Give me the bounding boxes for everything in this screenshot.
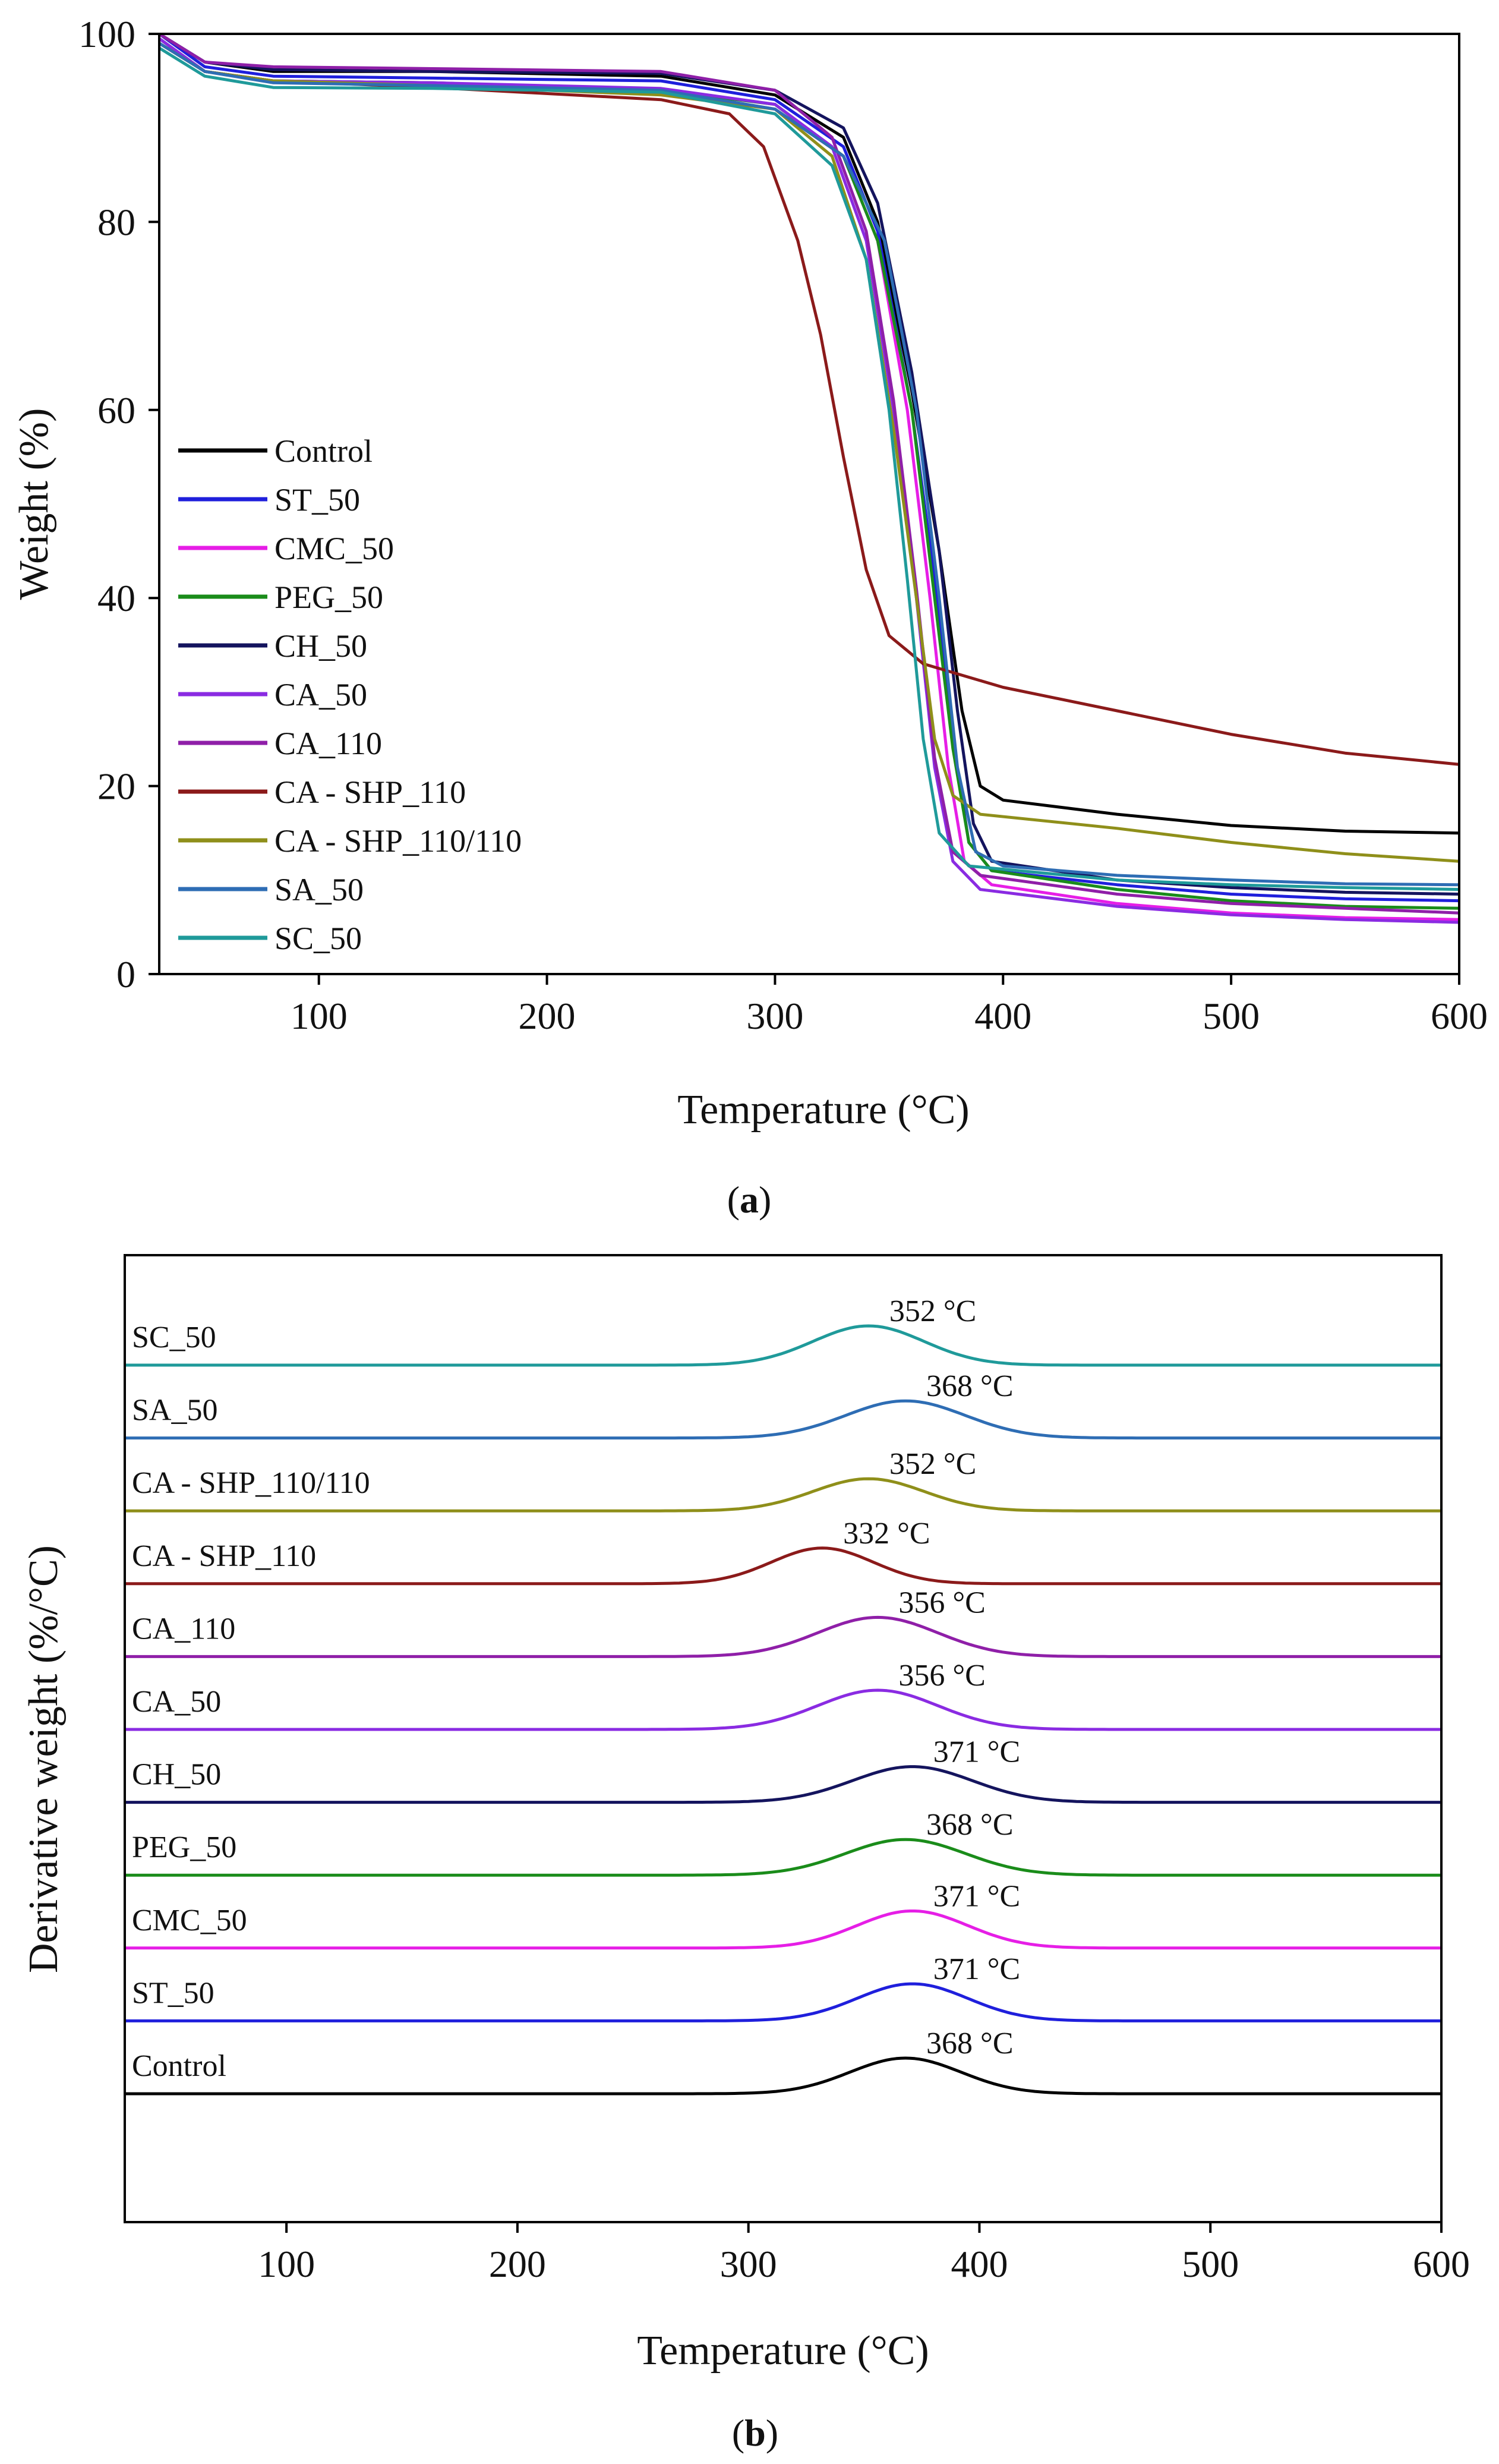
panel-b-series-line-sa-50 xyxy=(125,1399,1441,1440)
panel-b-peak-label-control: 368 °C xyxy=(926,2027,1013,2060)
panel-b-trace-label-st-50: ST_50 xyxy=(132,1976,214,2010)
legend-label-cmc-50: CMC_50 xyxy=(274,531,394,566)
legend-label-ca-shp-110: CA - SHP_110 xyxy=(274,774,466,810)
panel-a-x-tick-label: 400 xyxy=(974,995,1031,1037)
panel-a-caption-letter: a xyxy=(740,1179,759,1221)
panel-b-series-line-ca-110 xyxy=(125,1615,1441,1658)
panel-a-series-line-sc-50 xyxy=(158,46,1460,891)
panel-a-legend: Control ST_50 CMC_50 PEG_50 CH_50 CA_50 CA_110… xyxy=(178,433,522,956)
panel-b-series-line-sc-50 xyxy=(125,1324,1441,1367)
legend-label-sa-50: SA_50 xyxy=(274,872,364,908)
panel-b-peak-label-ca-shp-110-110: 352 °C xyxy=(889,1447,976,1481)
panel-a-y-tick-label: 100 xyxy=(78,13,135,55)
panel-b-trace-label-cmc-50: CMC_50 xyxy=(132,1904,247,1937)
panel-b-y-axis-title: Derivative weight (%/°C) xyxy=(21,1545,67,1973)
panel-a-y-axis-title: Weight (%) xyxy=(11,408,57,600)
panel-b-series-line-st-50 xyxy=(125,1982,1441,2022)
panel-b-trace-label-peg-50: PEG_50 xyxy=(132,1830,236,1864)
panel-b-x-tick-label: 100 xyxy=(258,2243,315,2285)
panel-b-series-line-ch-50 xyxy=(125,1765,1441,1804)
legend-label-peg-50: PEG_50 xyxy=(274,579,383,615)
panel-b-x-tick-label: 600 xyxy=(1413,2243,1470,2285)
panel-b-series-line-peg-50 xyxy=(125,1838,1441,1877)
panel-b-series-line-ca-shp-110 xyxy=(125,1546,1441,1586)
legend-label-ca-shp-110-110: CA - SHP_110/110 xyxy=(274,823,522,859)
panel-a-series-line-sa-50 xyxy=(158,42,1460,887)
panel-b-peak-label-peg-50: 368 °C xyxy=(926,1808,1013,1842)
panel-b-series-line-ca-50 xyxy=(125,1688,1441,1731)
panel-b-peak-label-ca-shp-110: 332 °C xyxy=(843,1517,930,1551)
panel-b-trace-label-ca-shp-110-110: CA - SHP_110/110 xyxy=(132,1466,370,1500)
panel-b-peak-label-cmc-50: 371 °C xyxy=(933,1879,1020,1913)
panel-a-x-axis-title: Temperature (°C) xyxy=(677,1087,969,1133)
panel-a-chart: 100 200 300 400 500 600 0 20 40 60 80 100 Control ST… xyxy=(11,13,1488,1221)
panel-b-x-tick-label: 400 xyxy=(951,2243,1008,2285)
panel-b-x-tick-label: 500 xyxy=(1182,2243,1239,2285)
panel-a-y-tick-label: 20 xyxy=(97,765,135,808)
panel-a-y-tick-label: 80 xyxy=(97,201,135,243)
panel-b-trace-label-control: Control xyxy=(132,2049,226,2083)
panel-a-x-tick-label: 200 xyxy=(519,995,576,1037)
panel-a-x-tick-label: 500 xyxy=(1203,995,1260,1037)
panel-a-ticks: 100 200 300 400 500 600 0 20 40 60 80 100 xyxy=(78,13,1488,1037)
panel-b-chart: SC_50 352 °C SA_50 368 °C CA - SHP_110/110 35… xyxy=(21,1254,1470,2454)
legend-label-st-50: ST_50 xyxy=(274,482,360,518)
panel-b-peak-label-ch-50: 371 °C xyxy=(933,1735,1020,1769)
panel-b-caption: (b) xyxy=(732,2412,778,2454)
panel-b-series-line-cmc-50 xyxy=(125,1910,1441,1950)
panel-a-series-line-ca-110 xyxy=(158,32,1460,915)
panel-b-series-line-ca-shp-110-110 xyxy=(125,1477,1441,1513)
panel-a-plot-frame xyxy=(158,33,1460,975)
panel-b-peak-label-ca-110: 356 °C xyxy=(898,1586,985,1619)
panel-b-trace-label-sa-50: SA_50 xyxy=(132,1394,217,1428)
legend-label-ca-50: CA_50 xyxy=(274,677,367,713)
panel-b-plot-frame xyxy=(124,1254,1443,2223)
panel-b-trace-label-ca-50: CA_50 xyxy=(132,1685,221,1719)
panel-b-trace-label-ch-50: CH_50 xyxy=(132,1758,221,1792)
panel-a-y-tick-label: 0 xyxy=(116,953,135,995)
legend-label-sc-50: SC_50 xyxy=(274,921,362,956)
panel-b-x-axis-title: Temperature (°C) xyxy=(637,2328,929,2374)
panel-a-x-tick-label: 600 xyxy=(1431,995,1488,1037)
panel-a-caption: (a) xyxy=(727,1179,772,1221)
panel-a-caption-close: ) xyxy=(759,1179,771,1221)
panel-b-trace-label-ca-110: CA_110 xyxy=(132,1612,235,1646)
panel-a-x-tick-label: 100 xyxy=(291,995,348,1037)
panel-b-peak-label-ca-50: 356 °C xyxy=(898,1659,985,1693)
panel-b-series-group: SC_50 352 °C SA_50 368 °C CA - SHP_110/110 35… xyxy=(125,1294,1441,2096)
panel-b-x-tick-label: 300 xyxy=(720,2243,777,2285)
panel-b-trace-label-ca-shp-110: CA - SHP_110 xyxy=(132,1539,316,1573)
panel-a-x-tick-label: 300 xyxy=(746,995,803,1037)
panel-b-ticks: 100 200 300 400 500 600 xyxy=(258,2222,1470,2285)
panel-b-caption-close: ) xyxy=(766,2412,778,2454)
panel-b-peak-label-sa-50: 368 °C xyxy=(926,1369,1013,1403)
panel-b-peak-label-st-50: 371 °C xyxy=(933,1952,1020,1986)
panel-b-series-line-control xyxy=(125,2056,1441,2096)
panel-b-caption-open: ( xyxy=(732,2412,744,2454)
panel-a-caption-open: ( xyxy=(727,1179,740,1221)
panel-b-caption-letter: b xyxy=(744,2412,766,2454)
panel-b-trace-label-sc-50: SC_50 xyxy=(132,1321,216,1354)
panel-a-y-tick-label: 40 xyxy=(97,577,135,619)
panel-b-x-tick-label: 200 xyxy=(489,2243,546,2285)
legend-label-ch-50: CH_50 xyxy=(274,628,367,664)
legend-label-ca-110: CA_110 xyxy=(274,726,382,761)
panel-a-y-tick-label: 60 xyxy=(97,389,135,431)
legend-label-control: Control xyxy=(274,433,373,469)
panel-b-peak-label-sc-50: 352 °C xyxy=(889,1294,976,1328)
panel-a-series-group xyxy=(158,32,1460,924)
